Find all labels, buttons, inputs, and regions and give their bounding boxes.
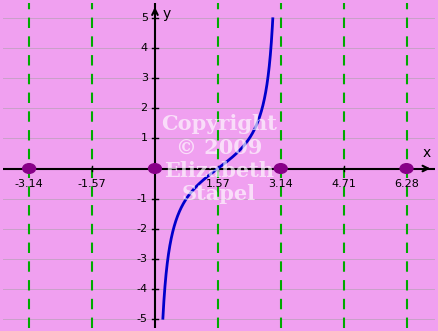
Text: -3: -3 xyxy=(137,254,148,264)
Text: 4: 4 xyxy=(141,43,148,53)
Circle shape xyxy=(148,164,161,173)
Text: -1.57: -1.57 xyxy=(78,179,106,189)
Text: -5: -5 xyxy=(137,314,148,324)
Text: x: x xyxy=(423,146,431,160)
Text: 4.71: 4.71 xyxy=(331,179,356,189)
Text: -4: -4 xyxy=(137,284,148,294)
Text: -1: -1 xyxy=(137,194,148,204)
Text: 1: 1 xyxy=(141,133,148,143)
Text: 3.14: 3.14 xyxy=(268,179,293,189)
Text: 5: 5 xyxy=(141,13,148,23)
Circle shape xyxy=(274,164,287,173)
Text: y: y xyxy=(162,7,170,21)
Text: 3: 3 xyxy=(141,73,148,83)
Circle shape xyxy=(23,164,35,173)
Text: -3.14: -3.14 xyxy=(15,179,43,189)
Text: Copyright
© 2009
Elizabeth
Stapel: Copyright © 2009 Elizabeth Stapel xyxy=(161,114,277,204)
Circle shape xyxy=(400,164,413,173)
Text: -2: -2 xyxy=(137,224,148,234)
Text: 2: 2 xyxy=(141,103,148,113)
Text: 6.28: 6.28 xyxy=(394,179,419,189)
Text: 1.57: 1.57 xyxy=(205,179,230,189)
